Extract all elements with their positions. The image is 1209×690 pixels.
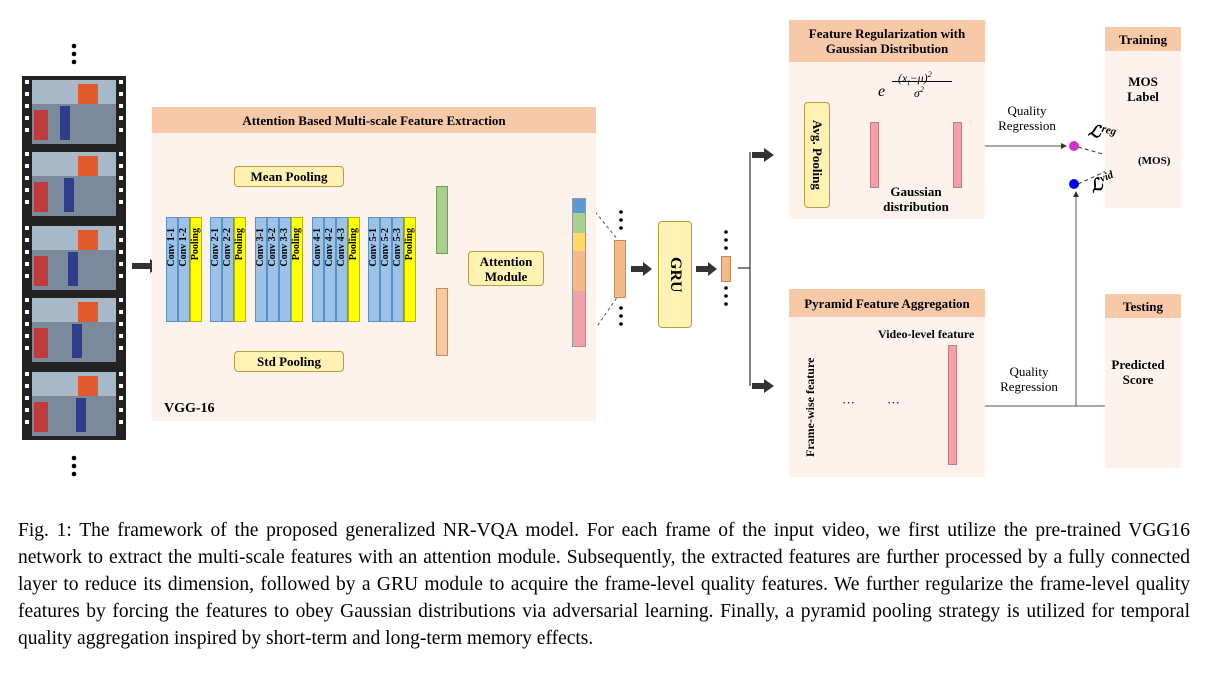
gaussian-label: Gaussian distribution — [883, 184, 949, 214]
regularization-title: Feature Regularization with Gaussian Dis… — [789, 20, 985, 62]
figure-caption: Fig. 1: The framework of the proposed ge… — [18, 520, 1190, 649]
std-feature-vector — [436, 288, 448, 356]
conv-layer: Conv 1-1 — [166, 217, 178, 322]
layer-label: Conv 3-1 — [255, 228, 266, 267]
layer-label: Conv 5-3 — [392, 228, 403, 267]
layer-label: Conv 2-1 — [210, 228, 221, 267]
layer-label: Conv 4-2 — [324, 228, 335, 267]
frame-wise-label: Frame-wise feature — [803, 357, 817, 457]
agg-ellipsis-2: ··· — [887, 395, 900, 410]
mos-label: MOS Label — [1127, 74, 1159, 104]
conv-layer: Conv 5-3 — [392, 217, 404, 322]
layer-label: Pooling — [404, 228, 415, 261]
layer-label: Conv 3-2 — [267, 228, 278, 267]
conv-layer: Conv 3-3 — [279, 217, 291, 322]
predicted-vid-dot — [1069, 179, 1079, 189]
conv-layer: Conv 4-3 — [336, 217, 348, 322]
layer-label: Conv 5-2 — [380, 228, 391, 267]
video-level-feature — [948, 345, 957, 465]
reg-feature-out — [953, 122, 962, 188]
quality-regression-top: Quality Regression — [998, 103, 1056, 133]
layer-label: Conv 2-2 — [222, 228, 233, 267]
conv-layer: Conv 3-2 — [267, 217, 279, 322]
layer-label: Pooling — [348, 228, 359, 261]
attention-module-box: Attention Module — [468, 251, 544, 286]
conv-layer: Conv 2-2 — [222, 217, 234, 322]
mos-value: (MOS) — [1138, 155, 1171, 167]
conv-layer: Conv 4-1 — [312, 217, 324, 322]
concat-feature-vector — [572, 198, 586, 347]
conv-layer: Conv 1-2 — [178, 217, 190, 322]
conv-layer: Conv 4-2 — [324, 217, 336, 322]
pooling-layer: Pooling — [348, 217, 360, 322]
gru-box: GRU — [658, 221, 692, 328]
training-title: Training — [1105, 27, 1181, 51]
layer-label: Conv 1-1 — [166, 228, 177, 267]
quality-regression-bottom: Quality Regression — [1000, 364, 1058, 394]
mean-pooling-box: Mean Pooling — [234, 166, 344, 187]
conv-layer: Conv 5-1 — [368, 217, 380, 322]
extraction-title: Attention Based Multi-scale Feature Extr… — [152, 107, 596, 133]
backbone-label: VGG-16 — [164, 401, 215, 416]
layer-label: Conv 1-2 — [178, 228, 189, 267]
mean-feature-vector — [436, 186, 448, 254]
predicted-reg-dot — [1069, 141, 1079, 151]
video-frames — [22, 76, 126, 440]
avg-pooling-label: Avg. Pooling — [810, 120, 825, 190]
layer-label: Conv 3-3 — [279, 228, 290, 267]
gaussian-formula: e (xi−μ)2 σ2 — [868, 62, 958, 100]
pooling-layer: Pooling — [291, 217, 303, 322]
frames-ellipsis — [71, 43, 77, 477]
layer-label: Pooling — [234, 228, 245, 261]
video-level-label: Video-level feature — [878, 327, 975, 341]
reg-feature-in — [870, 122, 879, 188]
reduced-feature-vector — [614, 240, 626, 298]
testing-panel — [1105, 318, 1181, 468]
conv-layer: Conv 5-2 — [380, 217, 392, 322]
conv-layer: Conv 3-1 — [255, 217, 267, 322]
layer-label: Conv 5-1 — [368, 228, 379, 267]
conv-layer: Conv 2-1 — [210, 217, 222, 322]
gru-label: GRU — [667, 256, 684, 293]
predicted-score-label: Predicted Score — [1111, 357, 1165, 387]
training-panel — [1105, 51, 1181, 208]
layer-label: Pooling — [291, 228, 302, 261]
pooling-layer: Pooling — [234, 217, 246, 322]
frame-level-feature — [721, 256, 731, 282]
std-pooling-box: Std Pooling — [234, 351, 344, 372]
framework-diagram: Attention Based Multi-scale Feature Extr… — [22, 20, 1181, 477]
testing-title: Testing — [1105, 294, 1181, 318]
avg-pooling-box: Avg. Pooling — [804, 102, 830, 208]
layer-label: Conv 4-1 — [312, 228, 323, 267]
aggregation-title: Pyramid Feature Aggregation — [789, 289, 985, 317]
agg-ellipsis-1: ··· — [842, 395, 855, 410]
pooling-layer: Pooling — [190, 217, 202, 322]
pooling-layer: Pooling — [404, 217, 416, 322]
layer-label: Conv 4-3 — [336, 228, 347, 267]
layer-label: Pooling — [190, 228, 201, 261]
